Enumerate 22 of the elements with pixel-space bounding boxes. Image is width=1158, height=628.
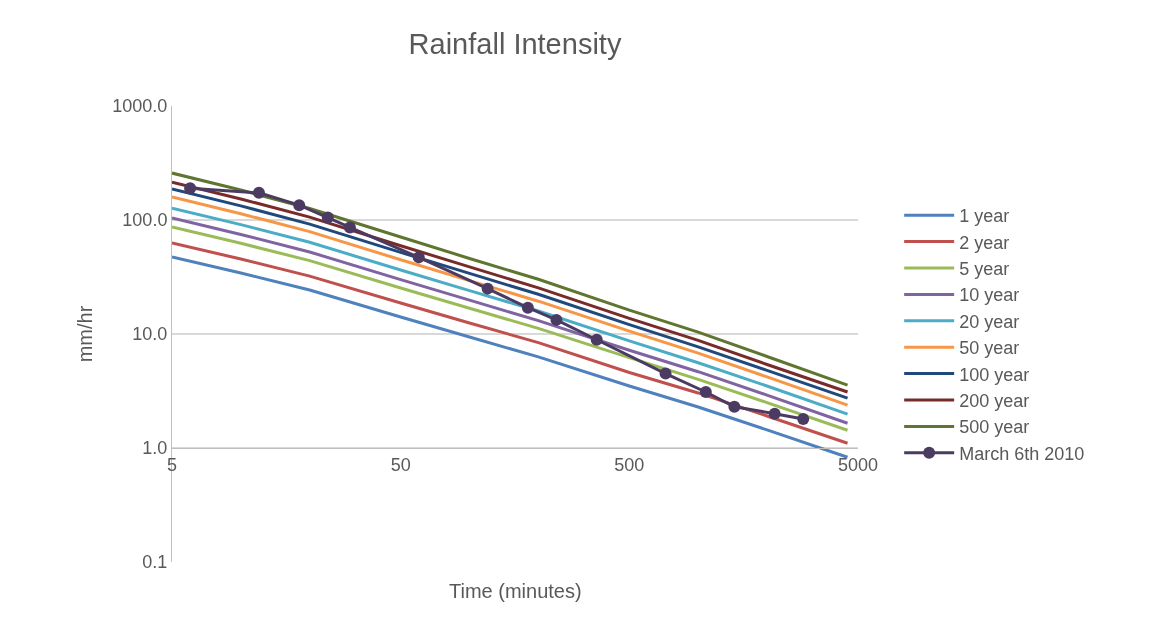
- y-tick-label: 100.0: [122, 210, 168, 231]
- legend-label: 200 year: [959, 391, 1030, 412]
- y-tick-label: 10.0: [132, 324, 168, 345]
- legend-label: 1 year: [959, 206, 1010, 227]
- x-tick-label: 500: [614, 454, 645, 475]
- y-tick-label: 1.0: [142, 438, 168, 459]
- legend-label: 500 year: [959, 417, 1030, 438]
- legend-label: 2 year: [959, 232, 1010, 253]
- x-axis-title: Time (minutes): [449, 580, 582, 602]
- legend-label: March 6th 2010: [959, 443, 1085, 464]
- legend-label: 5 year: [959, 259, 1010, 280]
- legend-label: 10 year: [959, 285, 1020, 306]
- y-tick-label: 1000.0: [112, 96, 168, 117]
- legend-label: 50 year: [959, 338, 1020, 359]
- chart-title: Rainfall Intensity: [408, 28, 622, 61]
- x-tick-label: 5000: [837, 454, 879, 475]
- legend-label: 20 year: [959, 311, 1020, 332]
- legend-label: 100 year: [959, 364, 1030, 385]
- y-axis-title: mm/hr: [73, 305, 96, 363]
- x-tick-label: 5: [166, 454, 178, 475]
- x-tick-label: 50: [390, 454, 411, 475]
- y-tick-label: 0.1: [142, 552, 168, 573]
